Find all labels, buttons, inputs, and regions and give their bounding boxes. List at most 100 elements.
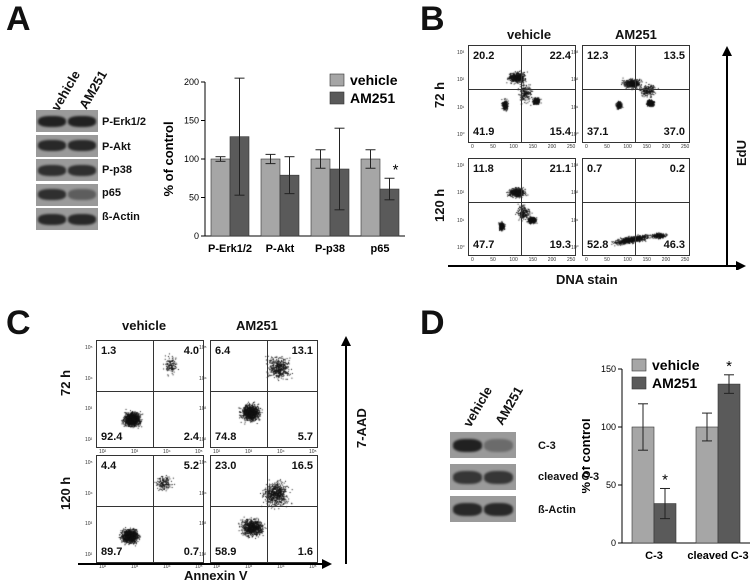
bar	[210, 158, 231, 237]
scatter-dots	[211, 341, 317, 447]
quadrant-percent: 4.4	[101, 460, 117, 472]
flow-plot: 23.0 16.5 58.9 1.6	[210, 455, 318, 563]
gate-line	[583, 89, 689, 91]
y-tick-label: 10⁰	[571, 132, 579, 138]
x-tick-label: 50	[604, 144, 610, 150]
gate-line	[211, 390, 317, 392]
y-tick-label: 10⁵	[199, 345, 207, 351]
blot-band	[452, 470, 482, 484]
blot-strip	[450, 432, 516, 458]
gate-line	[634, 159, 636, 255]
x-tick-label: 10⁴	[277, 564, 285, 570]
bar-chart-a: 0 50 100 150 200 % of control P-Erk1/2 P-Akt P-p…	[161, 72, 405, 255]
bar	[260, 158, 281, 237]
x-tick-label: 10⁵	[309, 564, 317, 570]
blot-strip	[450, 464, 516, 490]
blot-strip	[36, 134, 98, 157]
legend-swatch	[329, 73, 345, 87]
x-tick-label: 250	[567, 144, 576, 150]
category-label: P-Erk1/2	[208, 243, 252, 255]
band-label: C-3	[538, 440, 556, 452]
x-tick-label: 10⁵	[195, 564, 203, 570]
gate-line	[97, 505, 203, 507]
x-tick-label: 50	[490, 257, 496, 263]
x-tick-label: 150	[642, 144, 651, 150]
y-tick-label: 10¹	[571, 217, 579, 224]
y-tick-label: 50	[189, 193, 199, 203]
x-tick-label: 100	[623, 144, 632, 150]
quadrant-percent: 1.3	[101, 345, 117, 357]
y-axis-label: % of control	[161, 121, 176, 196]
blot-band	[484, 502, 514, 516]
band-label: P-Erk1/2	[102, 116, 147, 128]
gate-line	[153, 456, 155, 562]
x-tick-label: 150	[528, 257, 537, 263]
quadrant-percent: 20.2	[473, 50, 495, 62]
y-tick-label: 10⁴	[85, 490, 93, 497]
y-tick-label: 10⁰	[457, 245, 465, 251]
quadrant-percent: 23.0	[215, 460, 237, 472]
band-label: ß-Actin	[538, 504, 576, 516]
x-tick-label: 0	[585, 144, 588, 150]
quadrant-percent: 52.8	[587, 239, 609, 251]
category-label: P-Akt	[266, 243, 295, 255]
gate-line	[211, 505, 317, 507]
column-header: AM251	[615, 27, 657, 42]
y-tick-label: 10²	[571, 77, 579, 84]
gate-line	[153, 341, 155, 447]
x-tick-label: 200	[547, 257, 557, 263]
x-tick-label: 10²	[213, 449, 221, 455]
scatter-dots	[469, 46, 575, 142]
quadrant-percent: 13.5	[663, 50, 685, 62]
x-tick-label: 0	[471, 257, 474, 263]
y-tick-label: 10⁴	[199, 375, 207, 382]
y-tick-label: 10³	[457, 50, 465, 56]
x-tick-label: 10³	[245, 564, 253, 570]
blot-band	[68, 140, 96, 151]
x-tick-label: 50	[604, 257, 610, 263]
category-label: p65	[371, 243, 390, 255]
panel-a-letter: A	[6, 0, 31, 38]
blot-band	[38, 189, 66, 200]
quadrant-percent: 22.4	[549, 50, 571, 62]
blot-strip	[450, 496, 516, 522]
x-tick-label: 100	[623, 257, 632, 263]
legend-label: vehicle	[350, 72, 398, 88]
quadrant-percent: 12.3	[587, 50, 609, 62]
x-tick-label: 10⁴	[163, 564, 171, 570]
blot-band	[38, 115, 66, 127]
axis-arrows-b	[448, 46, 746, 270]
x-tick-label: 0	[585, 257, 588, 263]
y-tick-label: 10²	[199, 552, 207, 558]
x-tick-label: 10⁵	[309, 449, 317, 455]
quadrant-percent: 16.5	[291, 460, 313, 472]
x-tick-label: 200	[547, 144, 557, 150]
x-tick-label: 10²	[99, 564, 107, 570]
quadrant-percent: 4.0	[183, 345, 199, 357]
x-axis-label-c: Annexin V	[184, 568, 248, 583]
gate-line	[520, 159, 522, 255]
blot-strip	[36, 208, 98, 230]
quadrant-percent: 47.7	[473, 239, 495, 251]
western-blot-a	[36, 110, 98, 238]
column-header: vehicle	[507, 27, 552, 42]
quadrant-percent: 5.2	[183, 460, 199, 472]
y-tick-label: 50	[606, 480, 616, 490]
x-tick-label: 0	[471, 144, 474, 150]
y-tick-label: 10³	[85, 521, 93, 528]
y-tick-label: 10²	[85, 552, 93, 558]
y-tick-label: 100	[601, 422, 616, 432]
quadrant-percent: 6.4	[215, 345, 231, 357]
band-label: ß-Actin	[102, 211, 140, 223]
legend-label: vehicle	[652, 357, 700, 373]
y-tick-label: 0	[611, 538, 616, 548]
blot-band	[68, 115, 96, 127]
y-tick-label: 10⁰	[457, 132, 465, 138]
blot-strip	[36, 183, 98, 206]
quadrant-percent: 15.4	[549, 126, 571, 138]
legend-label: AM251	[652, 375, 697, 391]
blot-band	[68, 164, 96, 176]
y-tick-label: 10³	[199, 406, 207, 413]
y-tick-label: 10¹	[457, 104, 465, 111]
panel-c-letter: C	[6, 304, 31, 342]
